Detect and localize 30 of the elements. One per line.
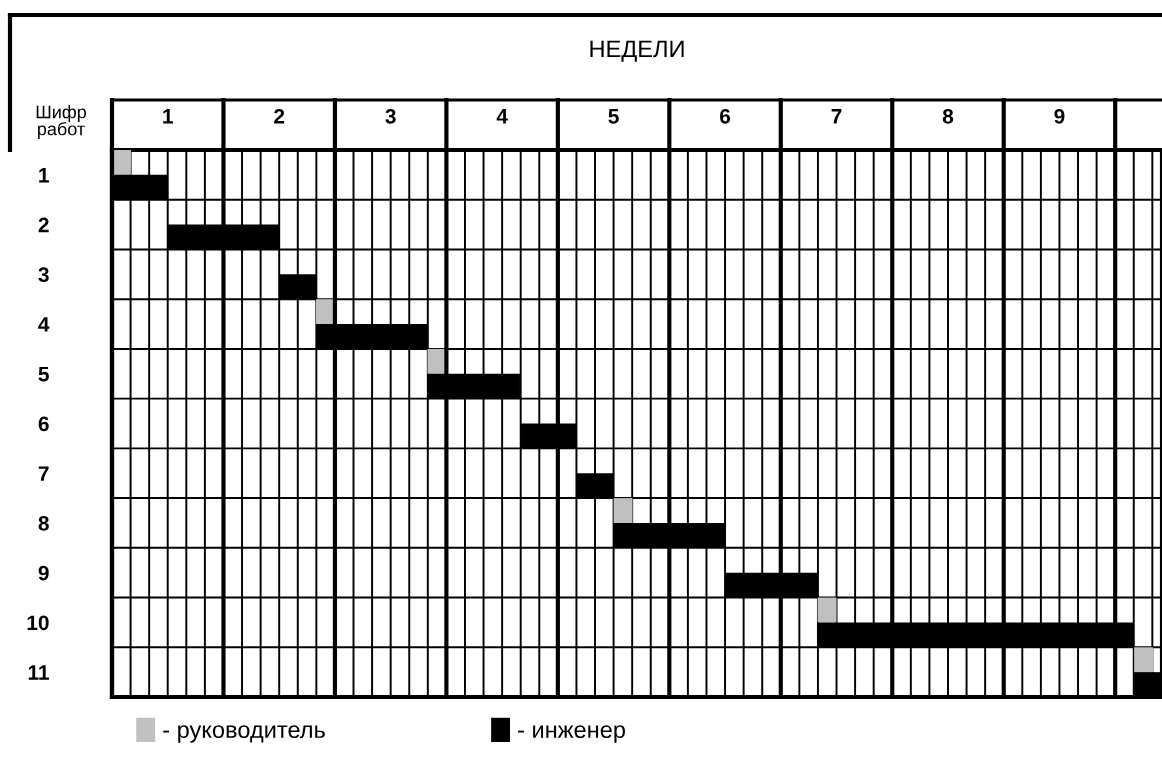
y-tick-label: 5 — [38, 366, 49, 382]
x-axis-title: НЕДЕЛИ — [590, 40, 684, 62]
x-tick-label: 7 — [831, 109, 842, 124]
y-tick-label: 8 — [38, 515, 49, 531]
y-tick-label: 3 — [38, 267, 49, 283]
bar — [1134, 647, 1154, 673]
bar — [315, 299, 335, 325]
x-tick-label: 8 — [942, 108, 954, 124]
y-tick-label: 10 — [27, 615, 49, 631]
legend-label: - инженер — [518, 725, 625, 743]
y-tick-label: 2 — [38, 217, 49, 233]
y-tick-label: 9 — [38, 565, 49, 581]
x-tick-label: 1 — [163, 109, 173, 124]
x-tick-label: 2 — [274, 108, 285, 124]
bar — [112, 150, 131, 175]
x-tick-label: 9 — [1054, 108, 1065, 124]
x-tick-label: 5 — [608, 109, 619, 124]
bar — [427, 348, 447, 374]
y-axis-title: Шифр работ — [36, 105, 87, 139]
bar — [817, 597, 837, 623]
x-tick-label: 6 — [720, 108, 731, 124]
x-tick-label: 4 — [496, 109, 508, 124]
y-tick-label: 6 — [38, 416, 49, 432]
y-tick-label: 4 — [38, 317, 50, 332]
bar — [613, 498, 633, 523]
y-tick-label: 7 — [38, 466, 49, 481]
legend-label: - руководитель — [163, 725, 325, 743]
x-tick-label: 3 — [385, 108, 396, 124]
y-tick-label: 1 — [39, 168, 49, 183]
y-tick-label: 11 — [28, 665, 49, 680]
